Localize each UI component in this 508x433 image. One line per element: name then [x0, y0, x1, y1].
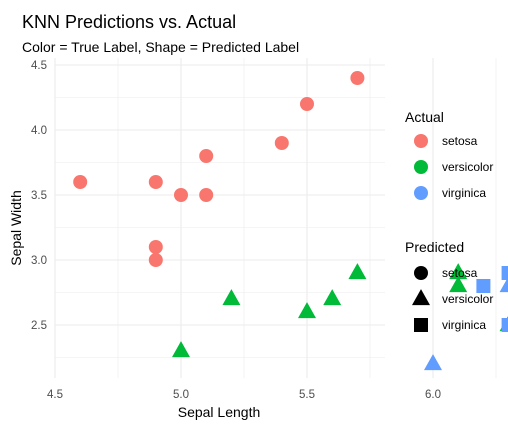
data-point [476, 279, 491, 293]
data-point [499, 277, 508, 293]
chart-subtitle: Color = True Label, Shape = Predicted La… [22, 39, 299, 55]
legend-predicted-swatch [414, 318, 428, 332]
legend-actual-label: versicolor [442, 160, 493, 174]
legend-actual-label: virginica [442, 186, 486, 200]
data-point [501, 266, 508, 280]
data-point [350, 71, 365, 85]
data-point [73, 175, 88, 189]
data-point [199, 149, 214, 163]
data-point [222, 289, 241, 306]
legend-actual-title: Actual [405, 109, 444, 125]
x-tick-label: 5.5 [299, 389, 315, 401]
data-point [148, 175, 163, 189]
x-axis-ticks: 4.55.05.56.06.57.0 [47, 389, 441, 401]
y-tick-label: 4.5 [31, 60, 47, 72]
legend-actual-swatch [414, 134, 428, 148]
y-tick-label: 4.0 [31, 125, 47, 137]
x-tick-label: 4.5 [47, 389, 63, 401]
data-point [323, 289, 342, 306]
data-point [148, 253, 163, 267]
y-tick-label: 3.5 [31, 190, 47, 202]
legend-actual-swatch [414, 160, 428, 174]
y-axis-label: Sepal Width [8, 190, 24, 265]
data-point [501, 318, 508, 332]
data-point [300, 97, 314, 111]
legend-predicted: Predicted setosa versicolor virginica [405, 239, 493, 332]
chart-title: KNN Predictions vs. Actual [22, 12, 236, 32]
legend-actual-swatch [414, 186, 428, 200]
data-point [449, 263, 468, 280]
data-point [298, 302, 316, 319]
data-point [199, 188, 214, 202]
y-tick-label: 2.5 [31, 320, 47, 332]
legend-predicted-swatch [412, 289, 430, 306]
legend-predicted-label: virginica [442, 318, 486, 332]
y-tick-label: 3.0 [31, 255, 47, 267]
data-point [449, 276, 468, 293]
legend-predicted-title: Predicted [405, 239, 464, 255]
legend-actual-label: setosa [442, 134, 478, 148]
data-point [174, 188, 188, 202]
grid [54, 58, 497, 378]
x-tick-label: 6.0 [425, 389, 441, 401]
data-points [73, 71, 508, 371]
data-point [274, 136, 289, 150]
x-axis-label: Sepal Length [178, 404, 261, 420]
legend-predicted-label: setosa [442, 266, 478, 280]
y-axis-ticks: 2.5 3.0 3.5 4.0 4.5 [31, 60, 47, 332]
legend-actual: Actual setosa versicolor virginica [405, 109, 493, 200]
data-point [424, 354, 442, 371]
data-point [348, 263, 367, 280]
data-point [172, 341, 190, 358]
x-tick-label: 5.0 [173, 389, 189, 401]
legend-predicted-label: versicolor [442, 292, 493, 306]
legend-predicted-swatch [414, 266, 428, 280]
data-point [148, 240, 163, 254]
